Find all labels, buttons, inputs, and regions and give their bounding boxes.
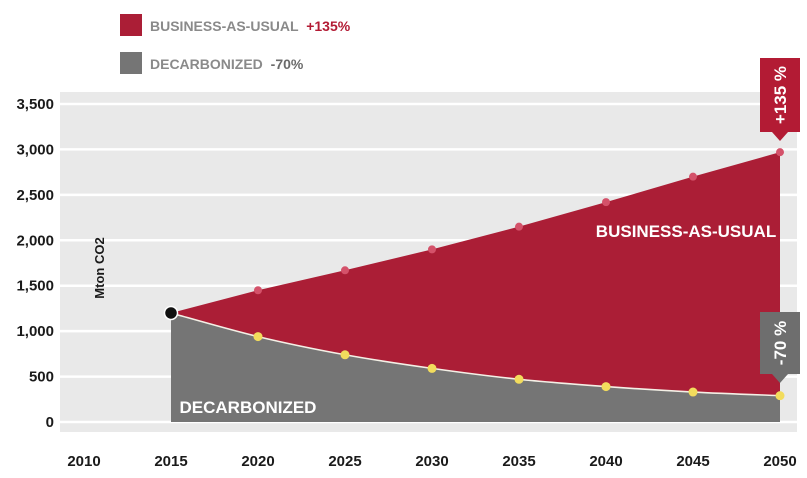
- marker-layer: [163, 148, 785, 401]
- callout-decarbonized-text: -70 %: [771, 321, 790, 365]
- bau-point-2025: [341, 266, 349, 275]
- x-tick-label-2010: 2010: [67, 453, 100, 470]
- y-tick-label-2000: 2,000: [16, 232, 54, 249]
- legend-change-decarbonized: -70%: [271, 56, 304, 72]
- x-tick-label-2050: 2050: [763, 453, 796, 470]
- bau-point-2050: [776, 148, 784, 157]
- x-tick-label-2045: 2045: [676, 453, 709, 470]
- bau-point-2030: [428, 245, 436, 254]
- callout-bau-text: +135 %: [771, 66, 790, 124]
- bau-area-label: BUSINESS-AS-USUAL: [596, 222, 776, 241]
- legend-swatch-decarbonized: [120, 52, 142, 74]
- y-tick-label-0: 0: [46, 414, 54, 431]
- x-tick-label-2020: 2020: [241, 453, 274, 470]
- decarbonized-point-2020: [253, 332, 263, 342]
- svg-text:DECARBONIZED -70%: DECARBONIZED -70%: [150, 56, 304, 72]
- legend-change-bau: +135%: [306, 18, 351, 34]
- decarbonized-point-2045: [688, 387, 698, 397]
- x-tick-label-2035: 2035: [502, 453, 535, 470]
- decarbonized-point-2025: [340, 350, 350, 360]
- decarbonized-point-2035: [514, 374, 524, 384]
- area-layer: [170, 152, 781, 422]
- business-as-usual-area: [171, 152, 780, 396]
- decarbonized-line: [170, 312, 781, 397]
- callout-bau: +135 %: [760, 58, 800, 141]
- bau-point-2020: [254, 286, 262, 295]
- y-axis-label: Mton CO2: [92, 237, 107, 298]
- legend: BUSINESS-AS-USUAL +135% DECARBONIZED -70…: [120, 14, 351, 74]
- y-tick-label-1500: 1,500: [16, 278, 54, 295]
- start-point: [163, 305, 179, 321]
- y-tick-label-3000: 3,000: [16, 141, 54, 158]
- decarbonized-point-2040: [601, 382, 611, 392]
- bau-point-2035: [515, 222, 523, 231]
- bau-point-2045: [689, 172, 697, 181]
- x-tick-label-2030: 2030: [415, 453, 448, 470]
- y-tick-label-3500: 3,500: [16, 96, 54, 113]
- decarbonized-area: [171, 312, 780, 422]
- callout-bau-box: [760, 58, 800, 141]
- x-tick-label-2025: 2025: [328, 453, 361, 470]
- bau-point-2040: [602, 198, 610, 207]
- x-tick-label-2015: 2015: [154, 453, 187, 470]
- callout-decarbonized-box: [760, 312, 800, 383]
- x-tick-label-2040: 2040: [589, 453, 622, 470]
- y-tick-label-2500: 2,500: [16, 187, 54, 204]
- svg-text:BUSINESS-AS-USUAL +135%: BUSINESS-AS-USUAL +135%: [150, 18, 351, 34]
- decarbonized-point-2030: [427, 363, 437, 373]
- decarbonized-area-label: DECARBONIZED: [180, 398, 317, 417]
- legend-swatch-bau: [120, 14, 142, 36]
- callout-decarbonized: -70 %: [760, 312, 800, 383]
- y-tick-label-500: 500: [29, 369, 54, 386]
- y-tick-label-1000: 1,000: [16, 323, 54, 340]
- legend-label-decarbonized: DECARBONIZED: [150, 56, 263, 72]
- legend-label-bau: BUSINESS-AS-USUAL: [150, 18, 299, 34]
- decarbonized-point-2050: [775, 391, 785, 401]
